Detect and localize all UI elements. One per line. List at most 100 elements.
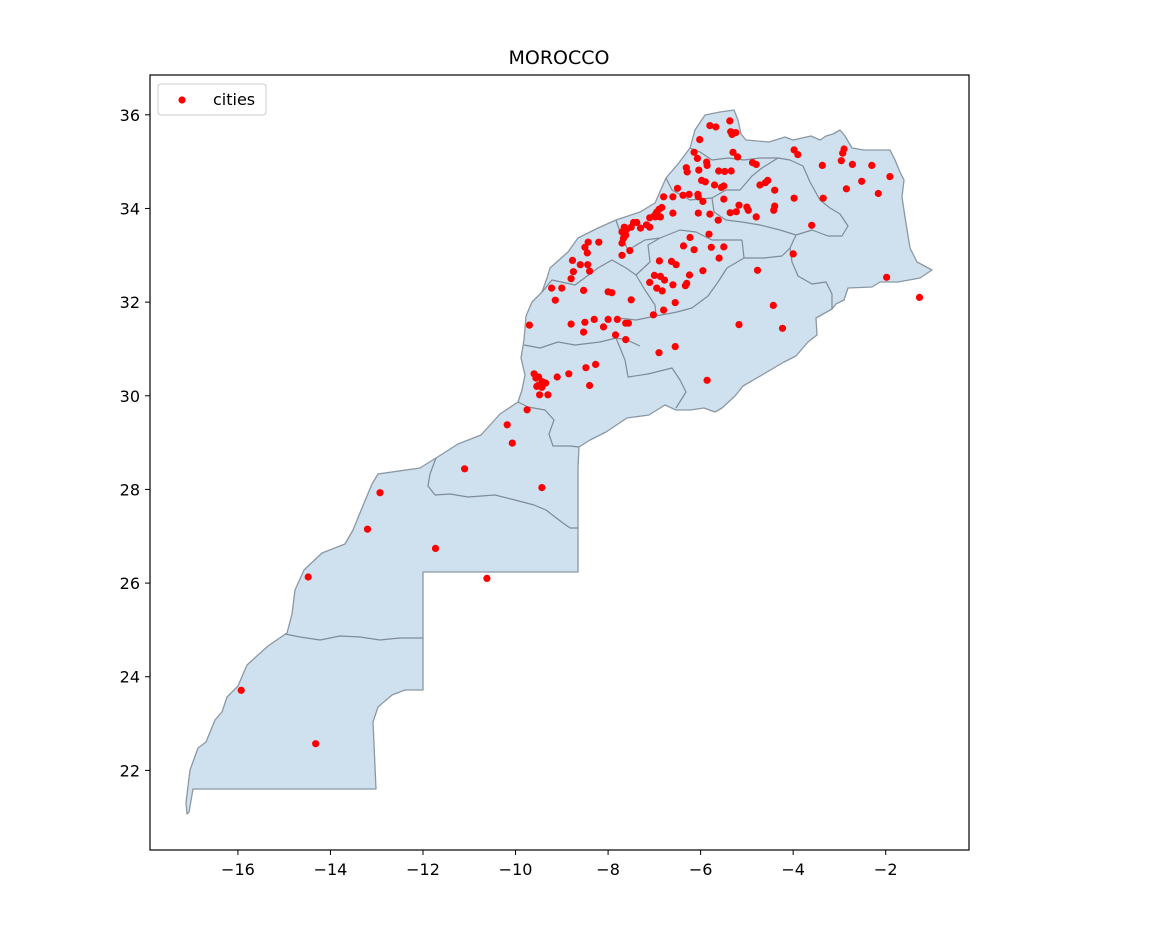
city-point <box>626 247 634 255</box>
city-point <box>669 281 677 289</box>
city-point <box>608 289 616 297</box>
city-point <box>679 191 687 199</box>
y-tick-label: 30 <box>120 387 140 406</box>
chart-title: MOROCCO <box>509 47 610 69</box>
city-point <box>586 381 594 390</box>
city-point <box>565 370 573 378</box>
country-outline <box>185 109 933 815</box>
city-point <box>789 250 797 258</box>
city-point <box>523 406 531 414</box>
city-point <box>604 315 612 323</box>
city-point <box>694 193 702 201</box>
city-point <box>618 239 626 247</box>
y-axis: 22 24 26 28 30 32 34 36 <box>120 106 150 780</box>
city-point <box>655 349 663 357</box>
city-point <box>764 176 772 184</box>
city-point <box>868 161 876 169</box>
city-point <box>618 251 626 259</box>
city-point <box>669 209 677 217</box>
city-point <box>671 343 679 351</box>
city-point <box>553 373 561 381</box>
city-point <box>590 315 598 323</box>
city-point <box>706 210 714 218</box>
city-point <box>582 364 590 372</box>
city-point <box>656 213 665 221</box>
city-point <box>699 197 707 205</box>
x-tick-label: −10 <box>499 860 533 879</box>
city-point <box>703 376 711 384</box>
city-point <box>778 324 787 332</box>
city-point <box>660 193 668 201</box>
city-point <box>669 193 677 201</box>
city-point <box>756 181 764 189</box>
city-point <box>532 374 540 382</box>
city-point <box>683 279 691 287</box>
city-point <box>848 160 857 168</box>
boundary-fes <box>741 181 849 237</box>
city-point <box>649 311 658 319</box>
city-point <box>650 271 659 279</box>
country-regions <box>185 109 933 815</box>
city-point <box>705 230 713 238</box>
city-point <box>752 213 760 221</box>
cities-points <box>237 117 924 748</box>
y-tick-label: 34 <box>120 199 140 218</box>
y-tick-label: 24 <box>120 668 140 687</box>
city-point <box>710 181 719 189</box>
city-point <box>699 267 707 275</box>
city-point <box>696 136 704 144</box>
boundary-souss-east <box>615 337 687 409</box>
city-point <box>698 176 706 184</box>
city-point <box>874 189 882 198</box>
city-point <box>586 267 594 275</box>
city-point <box>858 177 866 185</box>
city-point <box>671 299 679 307</box>
city-point <box>808 221 816 229</box>
city-point <box>726 117 734 125</box>
city-point <box>915 293 924 301</box>
city-point <box>752 160 760 168</box>
boundary-saguia <box>427 457 578 529</box>
city-point <box>629 218 638 227</box>
y-tick-label: 28 <box>120 480 140 499</box>
y-tick-label: 32 <box>120 293 140 312</box>
city-point <box>734 153 742 161</box>
city-point <box>790 194 798 202</box>
city-point <box>706 122 714 130</box>
city-point <box>686 233 694 242</box>
x-tick-label: −2 <box>874 860 898 879</box>
city-point <box>551 296 559 304</box>
x-tick-label: −12 <box>406 860 440 879</box>
x-tick-label: −6 <box>689 860 713 879</box>
city-point <box>685 190 693 198</box>
city-point <box>720 243 728 251</box>
city-point <box>646 278 654 286</box>
boundary-beni-mellal <box>617 239 745 321</box>
city-point <box>715 254 723 262</box>
city-point <box>769 301 777 309</box>
city-point <box>683 168 691 176</box>
city-point <box>611 331 620 339</box>
city-point <box>819 194 827 202</box>
city-point <box>712 123 720 131</box>
legend: cities <box>157 83 267 116</box>
city-point <box>461 465 469 473</box>
city-point <box>721 167 729 176</box>
city-point <box>727 167 735 175</box>
city-point <box>840 145 848 153</box>
city-point <box>837 157 845 165</box>
city-point <box>726 209 734 217</box>
city-point <box>581 318 589 326</box>
city-point <box>660 306 668 314</box>
boundary-oriental <box>789 234 833 309</box>
city-point <box>569 268 578 276</box>
city-point <box>883 273 891 281</box>
legend-label-cities: cities <box>213 90 255 109</box>
city-point <box>729 148 737 156</box>
city-point <box>536 391 544 399</box>
city-point <box>567 275 575 283</box>
city-point <box>503 421 511 429</box>
city-point <box>580 328 588 336</box>
city-point <box>771 186 779 194</box>
city-point <box>818 161 826 169</box>
